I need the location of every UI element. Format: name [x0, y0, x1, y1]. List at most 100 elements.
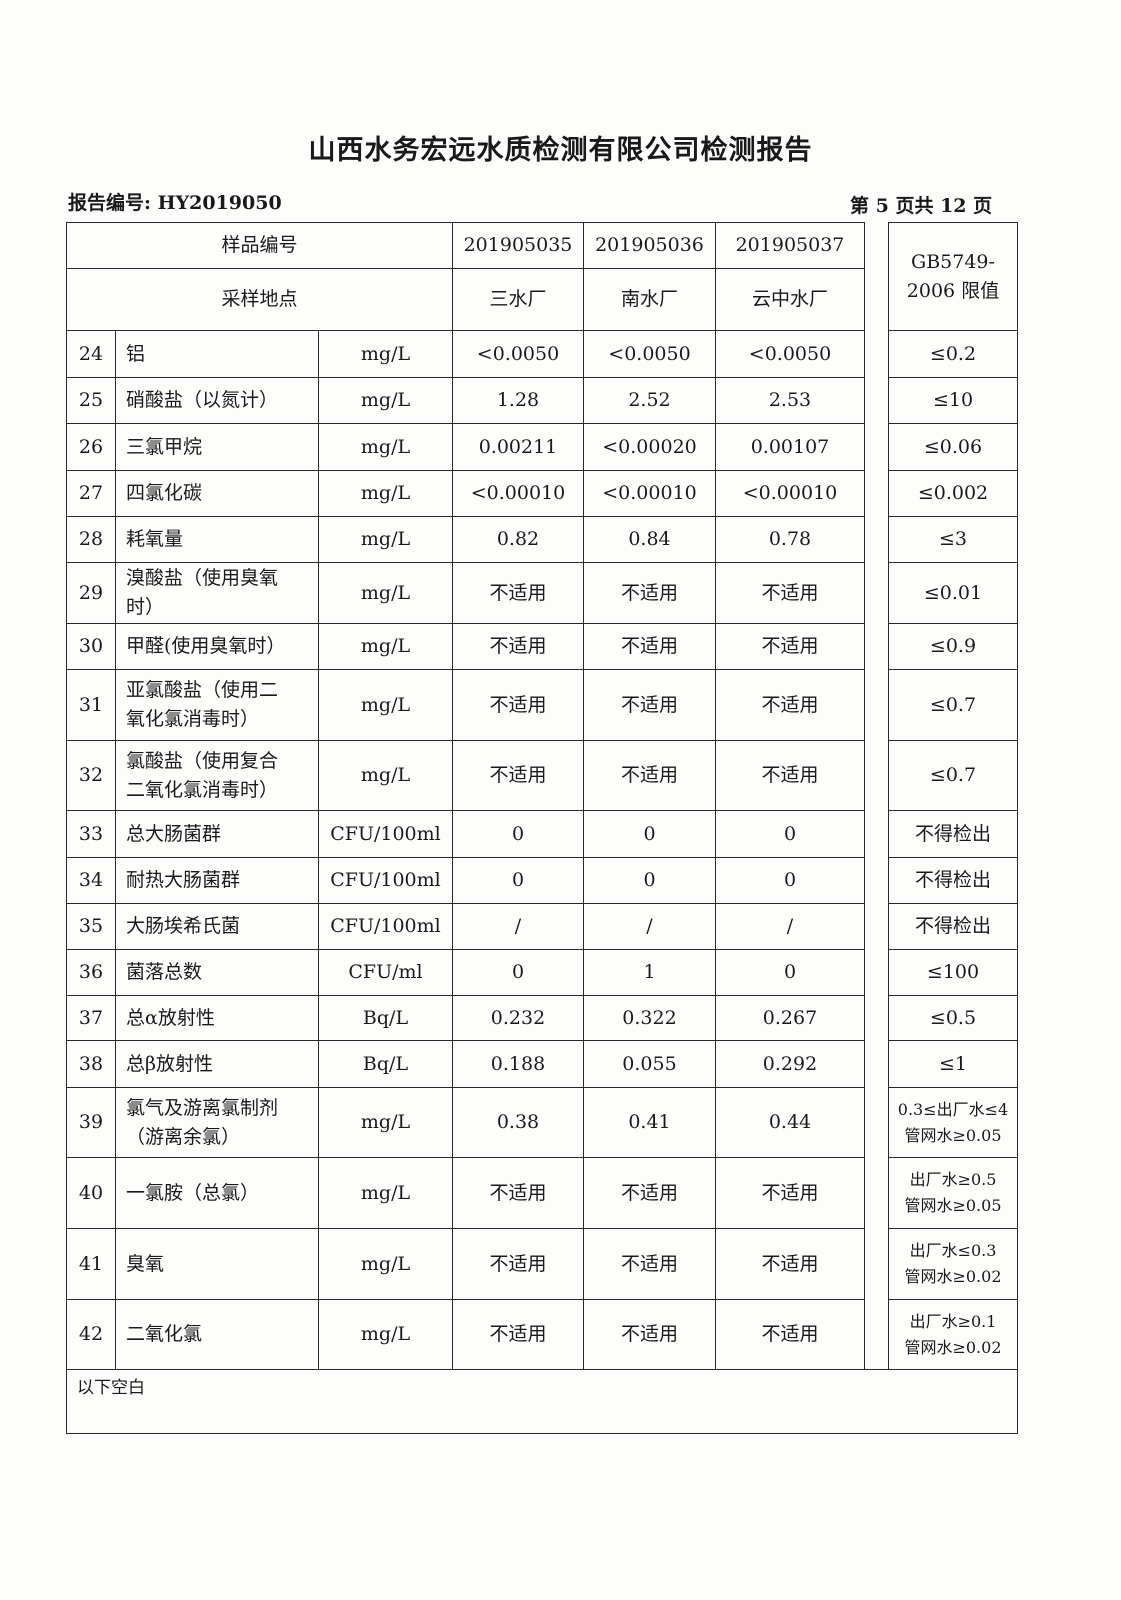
result-value: 0 — [583, 810, 716, 858]
item-name: 总α放射性 — [115, 995, 319, 1041]
item-name: 耐热大肠菌群 — [115, 857, 319, 904]
unit: mg/L — [318, 330, 453, 378]
result-value: 不适用 — [715, 669, 865, 741]
result-value: 不适用 — [583, 1157, 716, 1229]
limit-header: GB5749- 2006 限值 — [888, 222, 1018, 331]
row-number: 34 — [66, 857, 116, 904]
unit: mg/L — [318, 562, 453, 624]
unit: mg/L — [318, 740, 453, 811]
row-number: 25 — [66, 377, 116, 424]
item-name: 氯酸盐（使用复合二氧化氯消毒时） — [115, 740, 295, 811]
row-number: 27 — [66, 470, 116, 517]
row-number: 40 — [66, 1157, 116, 1229]
limit-value: ≤0.06 — [888, 423, 1018, 471]
result-value: 0.267 — [715, 995, 865, 1041]
item-name: 菌落总数 — [115, 949, 319, 996]
result-value: 不适用 — [715, 1228, 865, 1300]
result-value: / — [583, 903, 716, 950]
result-value: 0.82 — [452, 516, 584, 563]
result-value: 不适用 — [583, 740, 716, 811]
cell-filler — [293, 623, 319, 670]
result-value: <0.00020 — [583, 423, 716, 471]
result-value: 1.28 — [452, 377, 584, 424]
item-name: 二氧化氯 — [115, 1299, 319, 1370]
row-number: 38 — [66, 1040, 116, 1088]
result-value: 0 — [715, 810, 865, 858]
result-value: 0.78 — [715, 516, 865, 563]
row-number: 35 — [66, 903, 116, 950]
result-value: <0.00010 — [583, 470, 716, 517]
limit-value: 不得检出 — [888, 857, 1018, 904]
location-label: 采样地点 — [66, 268, 453, 331]
sample-id: 201905036 — [583, 222, 716, 269]
sample-location: 南水厂 — [583, 268, 716, 331]
item-name: 总β放射性 — [115, 1040, 319, 1088]
result-value: 0 — [452, 857, 584, 904]
item-name: 硝酸盐（以氮计） — [115, 377, 319, 424]
cell-filler — [293, 1087, 319, 1158]
result-value: <0.0050 — [583, 330, 716, 378]
result-value: 1 — [583, 949, 716, 996]
row-number: 39 — [66, 1087, 116, 1158]
result-value: 不适用 — [452, 1228, 584, 1300]
result-value: <0.0050 — [452, 330, 584, 378]
result-value: 0.84 — [583, 516, 716, 563]
cell-filler — [293, 740, 319, 811]
row-number: 24 — [66, 330, 116, 378]
row-number: 28 — [66, 516, 116, 563]
result-value: 2.52 — [583, 377, 716, 424]
result-value: 0.232 — [452, 995, 584, 1041]
result-value: 不适用 — [715, 740, 865, 811]
row-number: 31 — [66, 669, 116, 741]
item-name: 三氯甲烷 — [115, 423, 319, 471]
row-number: 29 — [66, 562, 116, 624]
unit: CFU/ml — [318, 949, 453, 996]
row-number: 42 — [66, 1299, 116, 1370]
result-value: 不适用 — [583, 669, 716, 741]
unit: mg/L — [318, 1087, 453, 1158]
result-value: 不适用 — [452, 1299, 584, 1370]
result-value: 不适用 — [715, 623, 865, 670]
result-value: 0.44 — [715, 1087, 865, 1158]
unit: mg/L — [318, 669, 453, 741]
result-value: 2.53 — [715, 377, 865, 424]
result-value: 不适用 — [715, 1299, 865, 1370]
report-number: 报告编号: HY2019050 — [68, 192, 282, 214]
result-value: <0.00010 — [452, 470, 584, 517]
item-name: 总大肠菌群 — [115, 810, 319, 858]
unit: Bq/L — [318, 1040, 453, 1088]
limit-value: ≤10 — [888, 377, 1018, 424]
result-value: 不适用 — [583, 623, 716, 670]
result-value: 0.292 — [715, 1040, 865, 1088]
footer-note: 以下空白 — [66, 1369, 1018, 1434]
report-title: 山西水务宏远水质检测有限公司检测报告 — [308, 135, 813, 166]
item-name: 臭氧 — [115, 1228, 319, 1300]
unit: mg/L — [318, 470, 453, 517]
row-number: 36 — [66, 949, 116, 996]
item-name: 四氯化碳 — [115, 470, 319, 517]
limit-value: ≤0.7 — [888, 669, 1018, 741]
cell-filler — [293, 562, 319, 624]
limit-value: 出厂水≥0.1 管网水≥0.02 — [888, 1299, 1018, 1370]
result-value: 0 — [452, 949, 584, 996]
unit: CFU/100ml — [318, 810, 453, 858]
item-name: 耗氧量 — [115, 516, 319, 563]
unit: mg/L — [318, 516, 453, 563]
result-value: 不适用 — [583, 562, 716, 624]
unit: mg/L — [318, 1228, 453, 1300]
limit-value: 不得检出 — [888, 903, 1018, 950]
item-name: 甲醛(使用臭氧时） — [115, 623, 295, 670]
result-value: 不适用 — [452, 669, 584, 741]
unit: CFU/100ml — [318, 903, 453, 950]
unit: mg/L — [318, 1299, 453, 1370]
result-value: 0.38 — [452, 1087, 584, 1158]
row-number: 33 — [66, 810, 116, 858]
unit: mg/L — [318, 623, 453, 670]
limit-value: 出厂水≤0.3 管网水≥0.02 — [888, 1228, 1018, 1300]
result-value: 不适用 — [715, 562, 865, 624]
result-value: 不适用 — [452, 1157, 584, 1229]
result-value: 0 — [452, 810, 584, 858]
unit: mg/L — [318, 377, 453, 424]
result-value: 0 — [583, 857, 716, 904]
result-value: <0.0050 — [715, 330, 865, 378]
